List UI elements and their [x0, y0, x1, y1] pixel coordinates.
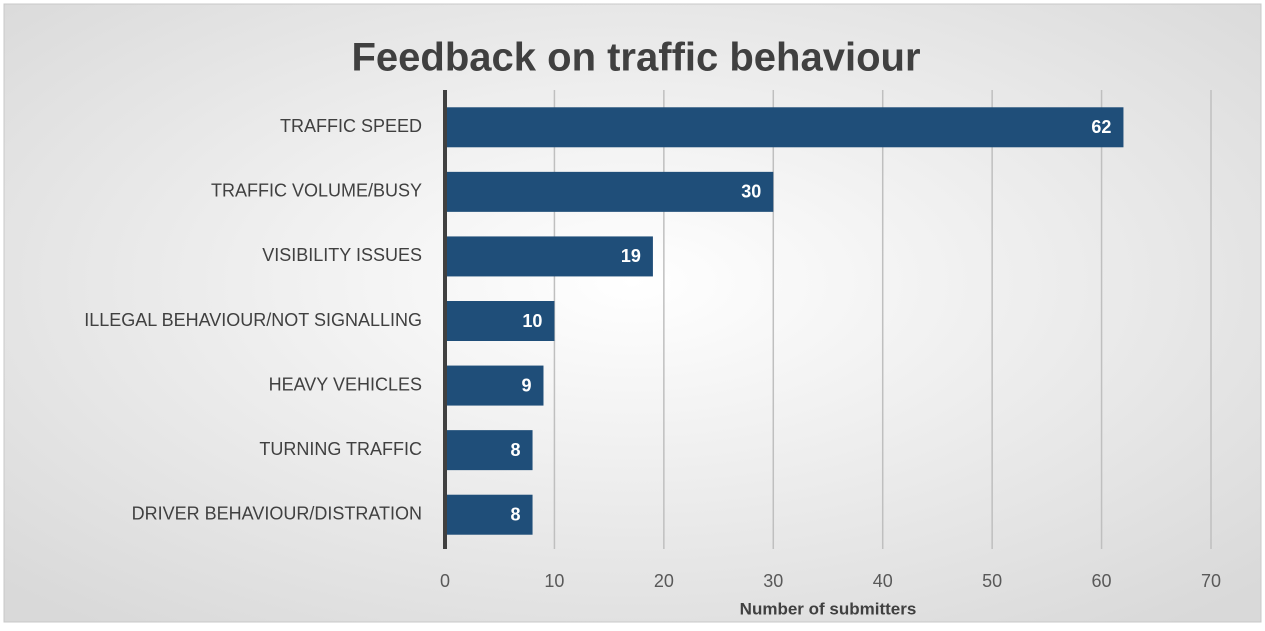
x-tick-label: 50: [982, 571, 1002, 591]
bar: [445, 171, 774, 212]
x-tick-label: 20: [654, 571, 674, 591]
x-tick-label: 10: [544, 571, 564, 591]
data-label: 30: [741, 182, 761, 202]
bar: [445, 236, 653, 277]
data-label: 9: [521, 375, 531, 395]
y-tick-label: DRIVER BEHAVIOUR/DISTRATION: [132, 503, 422, 523]
x-tick-label: 70: [1201, 571, 1221, 591]
x-tick-label: 60: [1092, 571, 1112, 591]
x-tick-label: 0: [440, 571, 450, 591]
bar: [445, 430, 533, 471]
y-tick-label: ILLEGAL BEHAVIOUR/NOT SIGNALLING: [84, 310, 422, 330]
data-label: 62: [1091, 117, 1111, 137]
y-tick-label: VISIBILITY ISSUES: [262, 245, 422, 265]
y-tick-label: TRAFFIC VOLUME/BUSY: [211, 181, 422, 201]
y-tick-label: TRAFFIC SPEED: [280, 116, 422, 136]
data-label: 8: [511, 504, 521, 524]
x-axis-title: Number of submitters: [740, 599, 917, 618]
data-label: 10: [522, 311, 542, 331]
bar: [445, 365, 544, 406]
y-tick-label: HEAVY VEHICLES: [269, 374, 422, 394]
y-tick-label: TURNING TRAFFIC: [259, 439, 422, 459]
data-label: 19: [621, 246, 641, 266]
chart-title: Feedback on traffic behaviour: [351, 36, 920, 80]
bar: [445, 107, 1124, 148]
x-tick-label: 30: [763, 571, 783, 591]
data-label: 8: [511, 440, 521, 460]
bar: [445, 494, 533, 535]
x-tick-label: 40: [873, 571, 893, 591]
chart-background: [3, 3, 1262, 623]
bar: [445, 301, 555, 341]
